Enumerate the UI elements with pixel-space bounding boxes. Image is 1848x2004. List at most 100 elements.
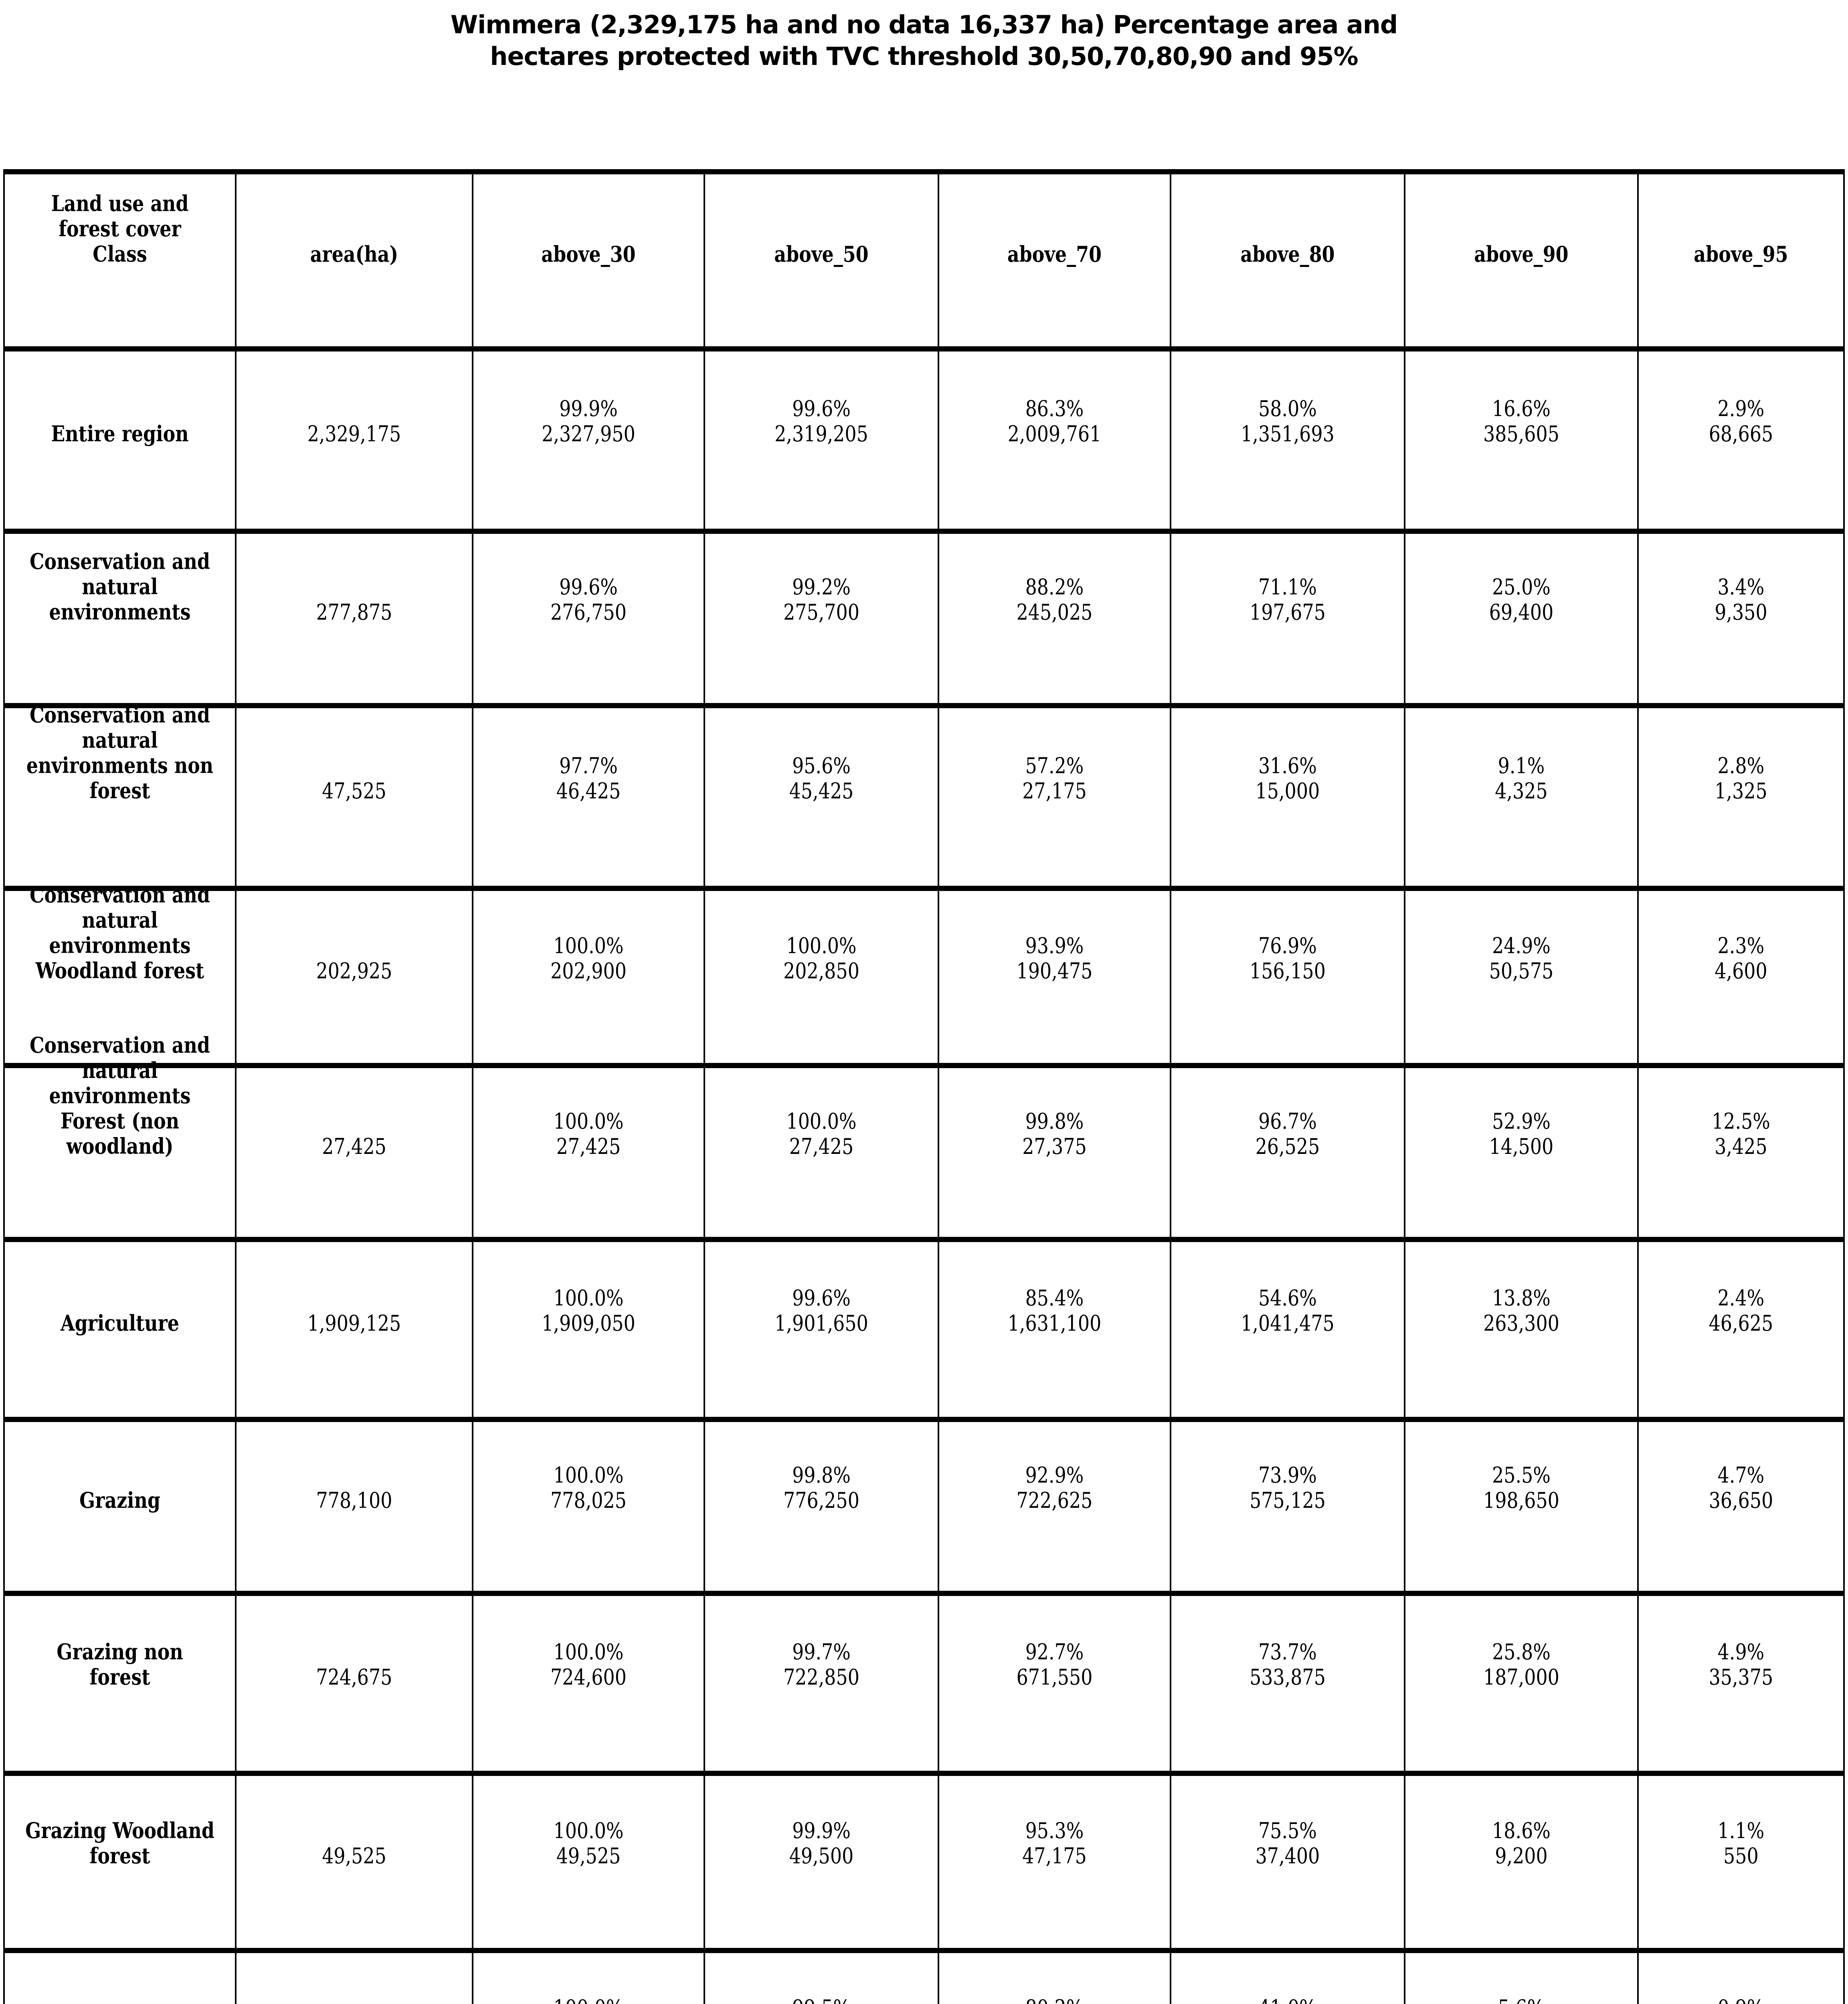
- value-cell: 92.9% 722,625: [939, 1422, 1171, 1591]
- value-cell-text: 76.9%: [1258, 933, 1317, 958]
- value-cell-text: 27,175: [1022, 778, 1087, 804]
- value-cell-text: 1,041,475: [1241, 1311, 1334, 1336]
- value-cell: 99.9% 2,327,950: [473, 352, 705, 529]
- value-cell: 96.7% 26,525: [1171, 1068, 1405, 1237]
- value-cell: 52.9% 14,500: [1405, 1068, 1639, 1237]
- value-cell-text: 190,475: [1016, 958, 1093, 984]
- area-cell: 724,675: [237, 1596, 473, 1771]
- value-cell-text: 1,909,050: [542, 1311, 635, 1336]
- value-cell: 54.6% 1,041,475: [1171, 1242, 1405, 1417]
- area-cell-text: 47,525: [322, 778, 386, 804]
- value-cell: 4.7% 36,650: [1639, 1422, 1843, 1591]
- value-cell-text: 9,200: [1495, 1843, 1548, 1869]
- value-cell: 58.0% 1,351,693: [1171, 352, 1405, 529]
- value-cell-text: 197,675: [1250, 600, 1326, 625]
- area-cell: 47,525: [237, 708, 473, 886]
- value-cell-text: 37,400: [1255, 1843, 1320, 1869]
- value-cell-text: 3.4%: [1717, 574, 1765, 600]
- value-cell-text: 724,600: [550, 1665, 627, 1690]
- value-cell: 76.9% 156,150: [1171, 891, 1405, 1063]
- header-cell-text: above_90: [1474, 241, 1569, 267]
- value-cell-text: 46,425: [556, 778, 621, 804]
- row-label-cell: Conservation and natural environments Wo…: [5, 882, 237, 1063]
- value-cell: 93.9% 190,475: [939, 891, 1171, 1063]
- value-cell-text: 88.2%: [1025, 574, 1084, 600]
- value-cell: 100.0% 724,600: [473, 1596, 705, 1771]
- header-cell: above_50: [705, 174, 939, 346]
- value-cell-text: 187,000: [1483, 1665, 1559, 1690]
- header-cell: above_70: [939, 174, 1171, 346]
- value-cell-text: 13.8%: [1492, 1285, 1551, 1311]
- value-cell-text: 99.7%: [792, 1639, 851, 1665]
- value-cell-text: 156,150: [1250, 958, 1326, 984]
- table-header-row: Land use and forest cover Class area(ha) a…: [5, 174, 1843, 352]
- value-cell: 73.7% 533,875: [1171, 1596, 1405, 1771]
- value-cell-text: 36,650: [1708, 1487, 1773, 1513]
- value-cell-text: 73.7%: [1258, 1639, 1317, 1665]
- value-cell-text: 99.9%: [559, 396, 618, 421]
- value-cell-text: 27,425: [789, 1133, 854, 1159]
- row-label-cell-text: Grazing Woodland forest: [25, 1817, 214, 1869]
- value-cell: 25.8% 187,000: [1405, 1596, 1639, 1771]
- row-label-cell: Grazing non forest: [5, 1596, 237, 1771]
- value-cell: 99.9% 49,500: [705, 1776, 939, 1948]
- value-cell-text: 99.9%: [792, 1818, 851, 1843]
- row-label-cell: Grazing: [5, 1422, 237, 1591]
- row-label-cell-text: Grazing: [79, 1487, 161, 1513]
- area-cell-text: 778,100: [316, 1487, 392, 1513]
- area-cell: 277,875: [237, 534, 473, 703]
- value-cell-text: 1,325: [1715, 778, 1767, 804]
- header-cell-text: above_70: [1007, 241, 1102, 267]
- row-label-cell: Conservation and natural environments no…: [5, 702, 237, 886]
- area-cell-text: 2,329,175: [307, 421, 401, 447]
- value-cell-text: 27,375: [1022, 1133, 1087, 1159]
- header-cell: above_80: [1171, 174, 1405, 346]
- value-cell-text: 99.6%: [792, 396, 851, 421]
- value-cell: 85.4% 1,631,100: [939, 1242, 1171, 1417]
- area-cell: 1,125,750: [237, 1953, 473, 2004]
- row-label-cell: Conservation and natural environments: [5, 534, 237, 703]
- value-cell-text: 31.6%: [1258, 753, 1317, 778]
- value-cell-text: 2,319,205: [774, 421, 868, 447]
- value-cell: 25.0% 69,400: [1405, 534, 1639, 703]
- value-cell-text: 100.0%: [786, 1108, 857, 1134]
- value-cell-text: 35,375: [1708, 1665, 1773, 1690]
- row-label-cell-text: Conservation and natural environments Fo…: [30, 1032, 210, 1159]
- value-cell: 31.6% 15,000: [1171, 708, 1405, 886]
- value-cell: 12.5% 3,425: [1639, 1068, 1843, 1237]
- value-cell-text: 18.6%: [1492, 1818, 1551, 1843]
- value-cell-text: 575,125: [1250, 1487, 1326, 1513]
- value-cell-text: 100.0%: [786, 933, 857, 958]
- row-label-cell: Cropping: [5, 1953, 237, 2004]
- table-row: Conservation and natural environments 277…: [5, 534, 1843, 708]
- area-cell-text: 277,875: [316, 600, 392, 625]
- table-row: Conservation and natural environments no…: [5, 702, 1843, 891]
- value-cell-text: 2.8%: [1717, 753, 1765, 778]
- value-cell-text: 92.7%: [1025, 1639, 1084, 1665]
- value-cell-text: 1,351,693: [1241, 421, 1334, 447]
- value-cell-text: 52.9%: [1492, 1108, 1551, 1134]
- value-cell: 99.6% 1,901,650: [705, 1242, 939, 1417]
- value-cell-text: 4.7%: [1717, 1462, 1765, 1488]
- value-cell: 97.7% 46,425: [473, 708, 705, 886]
- value-cell-text: 1,631,100: [1007, 1311, 1102, 1336]
- value-cell: 2.3% 4,600: [1639, 891, 1843, 1063]
- value-cell: 86.3% 2,009,761: [939, 352, 1171, 529]
- table-row: Cropping1,125,750100.0%1,125,75099.5%1,1…: [5, 1953, 1843, 2004]
- value-cell-text: 100.0%: [491, 1995, 686, 2004]
- value-cell: 1.1% 550: [1639, 1776, 1843, 1948]
- value-cell-text: 99.2%: [792, 574, 851, 600]
- value-cell: 100.0% 27,425: [473, 1068, 705, 1237]
- value-cell-text: 85.4%: [1025, 1285, 1084, 1311]
- header-cell-text: above_80: [1240, 241, 1335, 267]
- row-label-cell: Entire region: [5, 352, 237, 529]
- value-cell-text: 50,575: [1489, 958, 1554, 984]
- value-cell: 3.4% 9,350: [1639, 534, 1843, 703]
- value-cell-text: 47,175: [1022, 1843, 1087, 1869]
- value-cell: 88.2% 245,025: [939, 534, 1171, 703]
- value-cell-text: 4.9%: [1717, 1639, 1765, 1665]
- value-cell-text: 2.9%: [1717, 396, 1765, 421]
- value-cell-text: 71.1%: [1258, 574, 1317, 600]
- value-cell-text: 778,025: [550, 1487, 627, 1513]
- table-row: Conservation and natural environments Fo…: [5, 1032, 1843, 1242]
